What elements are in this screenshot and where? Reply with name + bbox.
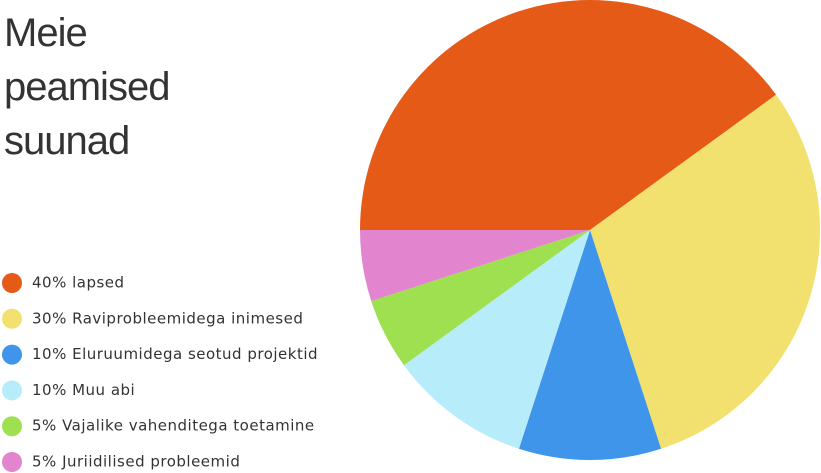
legend-swatch [2, 416, 22, 437]
pie-slice [360, 0, 777, 230]
legend-label: 40% lapsed [32, 274, 125, 292]
legend-label: 10% Muu abi [32, 381, 135, 399]
legend-swatch [2, 273, 22, 293]
legend-swatch [2, 452, 22, 472]
legend-swatch [2, 344, 22, 365]
pie-slice [403, 230, 590, 449]
legend-swatch [2, 380, 22, 401]
legend-label: 10% Eluruumidega seotud projektid [32, 345, 318, 363]
pie-slice [518, 230, 662, 461]
chart-title: Meie peamised suunad [4, 11, 170, 163]
legend-label: 5% Juriidilised probleemid [32, 453, 240, 471]
pie-slice [360, 230, 590, 302]
legend-label: 30% Raviprobleemidega inimesed [32, 309, 303, 327]
legend-label: 5% Vajalike vahenditega toetamine [32, 417, 315, 435]
pie-slice [371, 230, 590, 366]
legend-swatch [2, 308, 22, 329]
pie-slice [590, 94, 820, 449]
